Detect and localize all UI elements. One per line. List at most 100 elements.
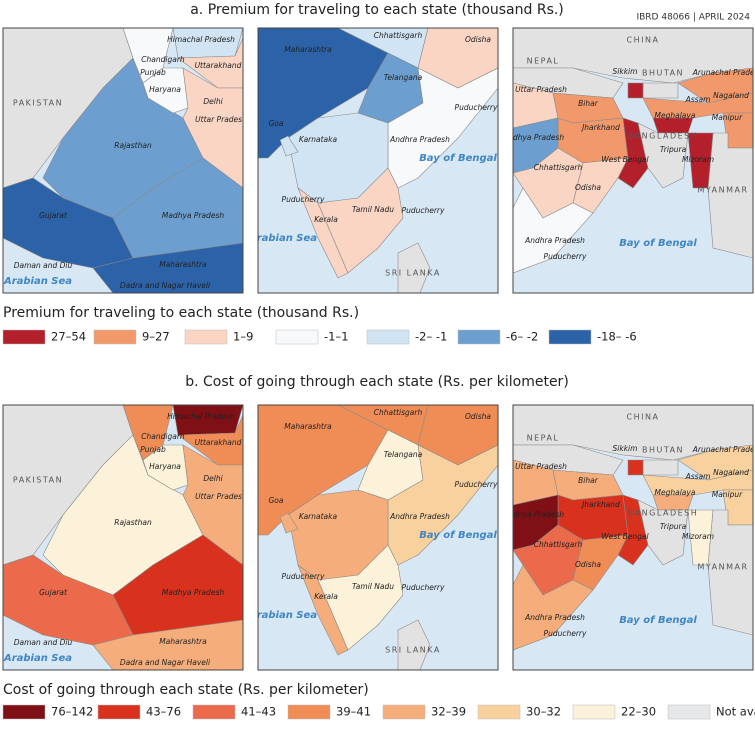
region [677, 444, 753, 481]
map-label: Bay of Bengal [419, 530, 497, 541]
legend-label: 30–32 [526, 705, 561, 719]
map-label: Tamil Nadu [352, 205, 394, 214]
map-frame [257, 404, 499, 671]
map-label: Andhra Pradesh [389, 512, 450, 521]
legend-label: 32–39 [431, 705, 466, 719]
region [637, 122, 689, 189]
region [642, 82, 679, 99]
map-label: Jharkhand [580, 123, 620, 132]
map-label: Bay of Bengal [619, 238, 697, 249]
map: Maharashtra Chhattisgarh Odisha Telangana Go… [248, 404, 499, 671]
map-label: Odisha [465, 35, 491, 44]
legend-label: -6– -2 [506, 330, 538, 344]
map-label: Goa [269, 119, 284, 128]
region [627, 82, 644, 99]
map-label: Arunachal Pradesh [692, 68, 755, 77]
map-label: Andhra Pradesh [524, 613, 585, 622]
legend-swatch [2, 704, 46, 720]
map-label: Daman and Diu [14, 261, 73, 270]
map-label: Himachal Pradesh [167, 412, 235, 421]
map-label: Bay of Bengal [619, 615, 697, 626]
map-label: PAKISTAN [13, 99, 63, 108]
map-label: Madhya Pradesh [502, 510, 564, 519]
map-label: PAKISTAN [13, 476, 63, 485]
legend-swatch [275, 329, 319, 345]
map-label: Madhya Pradesh [162, 211, 224, 220]
legend-swatch [457, 329, 501, 345]
map-label: Puducherry [455, 103, 498, 112]
map-label: Rajasthan [114, 141, 152, 150]
region [627, 459, 644, 476]
map-label: Uttar Pradesh [195, 115, 247, 124]
legend-swatch [192, 704, 236, 720]
legend-label: 27–54 [51, 330, 86, 344]
map-label: Uttar Pradesh [515, 462, 567, 471]
legend-label: 1–9 [233, 330, 253, 344]
map-label: NEPAL [527, 434, 560, 443]
map-label: MYANMAR [697, 186, 748, 195]
map-label: Meghalaya [655, 488, 696, 497]
map-label: Punjab [140, 445, 166, 454]
map-label: Punjab [140, 68, 166, 77]
legend-swatch [184, 329, 228, 345]
map-label: Haryana [149, 462, 181, 471]
map-label: BANGLADESH [628, 132, 699, 141]
map-label: Bay of Bengal [419, 153, 497, 164]
region [513, 187, 594, 274]
map-label: Arabian Sea [248, 233, 317, 244]
map-label: Gujarat [39, 211, 68, 220]
map-label: Puducherry [544, 629, 587, 638]
region [279, 512, 299, 534]
region [642, 459, 679, 476]
legend-swatch [548, 329, 592, 345]
map-label: Telangana [384, 450, 423, 459]
map-label: Chhattisgarh [374, 31, 423, 40]
map-label: Nagaland [713, 468, 749, 477]
map-label: Mizoram [682, 532, 714, 541]
map-body: Maharashtra Chhattisgarh Odisha Telangana Go… [248, 405, 498, 670]
map: Maharashtra Chhattisgarh Odisha Telangana Go… [248, 27, 499, 294]
map-label: Karnataka [299, 135, 338, 144]
map-label: Haryana [149, 85, 181, 94]
map-body: PAKISTAN Himachal Pradesh Chandigarh Punjab… [3, 28, 247, 293]
region [637, 499, 689, 566]
region [177, 414, 243, 466]
region [687, 509, 714, 566]
map-label: Tamil Nadu [352, 582, 394, 591]
legend-label: 41–43 [241, 705, 276, 719]
map-frame [257, 27, 499, 294]
region [397, 242, 431, 293]
legend-label: -18– -6 [597, 330, 637, 344]
panel-title: b. Cost of going through each state (Rs.… [185, 374, 569, 390]
map-label: Madhya Pradesh [502, 133, 564, 142]
map-label: Odisha [575, 183, 601, 192]
map-label: Delhi [203, 97, 223, 106]
legend-label: 43–76 [146, 705, 181, 719]
map-label: Arabian Sea [248, 610, 317, 621]
map-label: BANGLADESH [628, 509, 699, 518]
map-label: Maharashtra [159, 637, 207, 646]
map-label: Sikkim [613, 67, 638, 76]
map-label: Uttarakhand [195, 61, 242, 70]
region [677, 67, 753, 104]
map-label: Puducherry [402, 583, 445, 592]
legend-swatch [477, 704, 521, 720]
map-label: Chhattisgarh [374, 408, 423, 417]
map-label: Puducherry [282, 195, 325, 204]
map-label: Chhattisgarh [534, 540, 583, 549]
map-label: Dadra and Nagar Haveli [120, 281, 211, 290]
map-label: CHINA [627, 413, 660, 422]
map-label: NEPAL [527, 57, 560, 66]
map-label: West Bengal [601, 155, 649, 164]
map-label: Chandigarh [141, 432, 185, 441]
region [317, 544, 404, 651]
map-label: Puducherry [455, 480, 498, 489]
map-label: Sikkim [613, 444, 638, 453]
map-label: Goa [269, 496, 284, 505]
map-label: Telangana [384, 73, 423, 82]
map-label: Uttar Pradesh [195, 492, 247, 501]
region [687, 132, 714, 189]
legend-label: 39–41 [336, 705, 371, 719]
map-code: IBRD 48066 | APRIL 2024 [636, 13, 750, 23]
